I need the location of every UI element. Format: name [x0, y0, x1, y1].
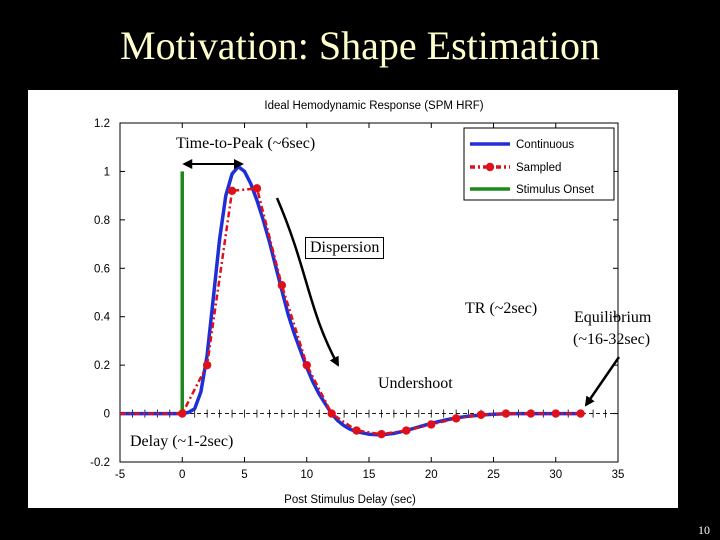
y-tick-label: 0.6 [94, 263, 110, 275]
axis-ticks: -5 0 5 10 15 20 25 30 35 -0.2 0 0.2 0.4 0.6 0.8 1 1.2 [90, 118, 624, 481]
sampled-point [526, 409, 536, 418]
sampled-point [402, 426, 411, 435]
x-tick-label: 25 [487, 469, 500, 481]
dispersion-label: Dispersion [305, 237, 385, 259]
sampled-point [277, 281, 287, 290]
sampled-point [451, 414, 461, 423]
y-tick-label: 1 [104, 166, 110, 178]
legend-entry: Sampled [516, 162, 561, 174]
legend-entry: Stimulus Onset [516, 184, 595, 196]
sampled-point [501, 409, 511, 418]
x-tick-label: 35 [612, 469, 625, 481]
y-tick-label: 0 [104, 409, 110, 421]
legend: Continuous Sampled Stimulus Onset [463, 127, 615, 201]
sampled-point [476, 410, 486, 419]
sampled-point [327, 409, 336, 418]
legend-marker [485, 162, 495, 172]
sampled-point [377, 429, 386, 439]
undershoot-label: Undershoot [378, 375, 453, 392]
y-tick-label: 0.4 [94, 312, 111, 324]
delay-label: Delay (~1-2sec) [130, 433, 234, 450]
sampled-point [576, 409, 585, 418]
sampled-point [202, 360, 212, 370]
annotation-arrows [182, 159, 621, 407]
chart-title: Ideal Hemodynamic Response (SPM HRF) [264, 100, 483, 112]
hrf-chart: Ideal Hemodynamic Response (SPM HRF) Pos… [90, 100, 624, 506]
sampled-point [227, 186, 237, 195]
sampled-point [178, 409, 187, 418]
legend-entry: Continuous [516, 139, 574, 151]
plot-panel: Ideal Hemodynamic Response (SPM HRF) Pos… [28, 90, 678, 508]
sampled-point [252, 184, 262, 193]
time-to-peak-label: Time-to-Peak (~6sec) [176, 135, 316, 152]
x-tick-label: 30 [549, 469, 562, 481]
sampled-point [427, 420, 436, 429]
sampled-series [120, 184, 585, 439]
y-tick-label: -0.2 [90, 457, 110, 469]
equilibrium-label-line2: (~16-32sec) [573, 331, 651, 348]
sampled-line [120, 187, 581, 436]
equilibrium-arrow [584, 356, 621, 407]
x-tick-label: 10 [300, 469, 313, 481]
x-tick-label: 0 [179, 469, 185, 481]
sampled-point [551, 409, 560, 418]
y-tick-label: 1.2 [94, 118, 110, 130]
dispersion-arrow [275, 197, 340, 367]
x-tick-label: 5 [241, 469, 247, 481]
sampled-point [352, 426, 361, 435]
x-tick-label: 20 [425, 469, 438, 481]
x-tick-label: 15 [363, 469, 376, 481]
equilibrium-label-line1: Equilibrium [574, 309, 652, 326]
sampled-point [302, 360, 311, 370]
tr-label: TR (~2sec) [465, 300, 538, 317]
x-tick-label: -5 [115, 469, 125, 481]
y-tick-label: 0.8 [94, 215, 110, 227]
y-tick-label: 0.2 [94, 360, 110, 372]
x-axis-label: Post Stimulus Delay (sec) [284, 494, 416, 506]
slide-number: 10 [698, 523, 710, 537]
slide-title: Motivation: Shape Estimation [120, 23, 600, 68]
